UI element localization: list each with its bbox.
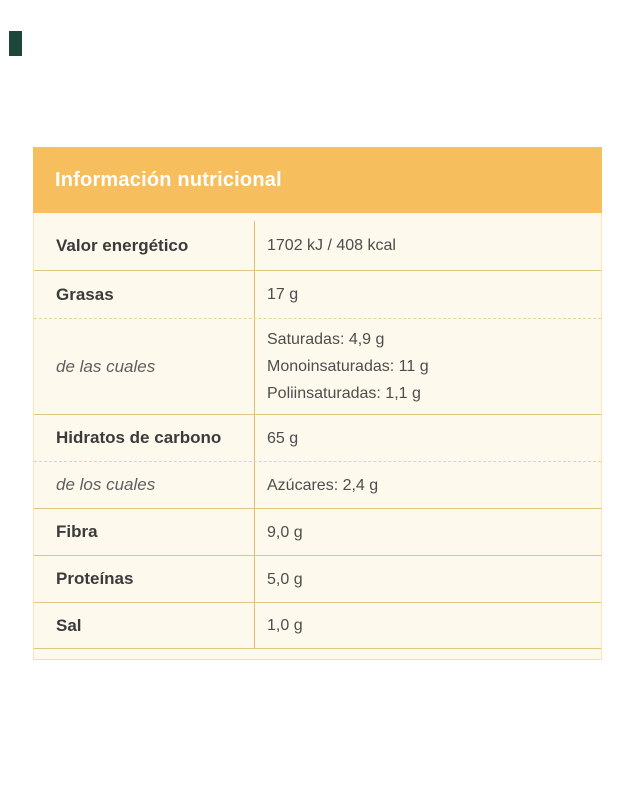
- row-label: Hidratos de carbono: [34, 415, 255, 461]
- corner-brand-mark: [9, 31, 22, 56]
- value-line: Azúcares: 2,4 g: [267, 476, 379, 494]
- row-label: de los cuales: [34, 462, 255, 508]
- row-value: Azúcares: 2,4 g: [255, 462, 601, 508]
- row-value: 1702 kJ / 408 kcal: [255, 221, 601, 270]
- row-label: Grasas: [34, 271, 255, 318]
- value-line: 1,0 g: [267, 617, 303, 634]
- row-label: Sal: [34, 603, 255, 648]
- nutrition-table-body: Valor energético 1702 kJ / 408 kcal Gras…: [34, 213, 601, 659]
- row-value: 1,0 g: [255, 603, 601, 648]
- nutrition-table-header: Información nutricional: [33, 147, 602, 213]
- row-label: de las cuales: [34, 319, 255, 414]
- row-value: 17 g: [255, 271, 601, 318]
- nutrition-table: Información nutricional Valor energético…: [33, 147, 602, 660]
- value-line: Monoinsaturadas: 11 g: [267, 358, 429, 375]
- table-row-fibra: Fibra 9,0 g: [34, 509, 601, 556]
- table-row-sal: Sal 1,0 g: [34, 603, 601, 649]
- value-line: Saturadas: 4,9 g: [267, 331, 385, 348]
- value-line: 65 g: [267, 429, 299, 447]
- row-value: 9,0 g: [255, 509, 601, 555]
- row-value: Saturadas: 4,9 g Monoinsaturadas: 11 g P…: [255, 319, 601, 414]
- table-row-proteinas: Proteínas 5,0 g: [34, 556, 601, 603]
- row-label: Fibra: [34, 509, 255, 555]
- table-row-hidratos-detalle: de los cuales Azúcares: 2,4 g: [34, 462, 601, 509]
- value-line: 5,0 g: [267, 570, 303, 588]
- value-line: Poliinsaturadas: 1,1 g: [267, 385, 421, 402]
- table-row-grasas: Grasas 17 g: [34, 271, 601, 319]
- table-row-hidratos: Hidratos de carbono 65 g: [34, 415, 601, 462]
- value-line: 17 g: [267, 286, 299, 303]
- value-line: 1702 kJ / 408 kcal: [267, 237, 396, 254]
- value-line: 9,0 g: [267, 523, 303, 541]
- row-value: 65 g: [255, 415, 601, 461]
- row-label: Proteínas: [34, 556, 255, 602]
- row-label: Valor energético: [34, 221, 255, 270]
- table-row-grasas-detalle: de las cuales Saturadas: 4,9 g Monoinsat…: [34, 319, 601, 415]
- nutrition-table-title: Información nutricional: [55, 168, 282, 191]
- row-value: 5,0 g: [255, 556, 601, 602]
- table-row-valor-energetico: Valor energético 1702 kJ / 408 kcal: [34, 213, 601, 271]
